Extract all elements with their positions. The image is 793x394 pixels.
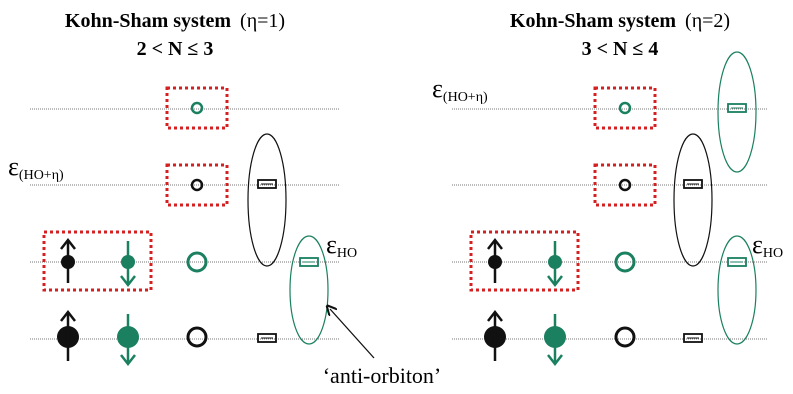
right-eps-ho-eta-label: ε(HO+η) xyxy=(432,74,488,105)
left-spin-up-large xyxy=(57,309,79,361)
left-panel: Kohn-Sham system (η=1) 2 < N ≤ 3 ε(HO+η) xyxy=(8,10,357,367)
right-title-bold: Kohn-Sham system xyxy=(510,10,676,32)
right-orbital-black-empty xyxy=(614,326,636,348)
left-spin-up-small xyxy=(60,237,76,283)
right-eps-ho-label: εHO xyxy=(752,230,783,261)
left-rect-green xyxy=(299,257,319,267)
right-spin-down-small xyxy=(547,241,563,288)
left-rect-level1 xyxy=(257,333,277,343)
left-title-eta: (η=1) xyxy=(240,10,285,32)
right-rect-green-bottom xyxy=(727,257,747,267)
left-range: 2 < N ≤ 3 xyxy=(137,38,214,60)
right-spin-up-small xyxy=(487,237,503,283)
right-rect-green-top xyxy=(727,103,747,113)
left-orbital-black-small xyxy=(190,178,204,192)
left-orbital-black-empty xyxy=(186,326,208,348)
right-green-ellipse-bottom xyxy=(717,235,757,345)
right-rect-level3 xyxy=(683,179,703,189)
left-red-box-top xyxy=(165,86,229,130)
left-orbital-green-empty xyxy=(186,251,208,273)
right-black-ellipse xyxy=(673,133,713,267)
left-green-ellipse xyxy=(289,235,329,345)
right-orbital-black-small xyxy=(618,178,632,192)
right-red-box-top xyxy=(593,86,657,130)
right-title: Kohn-Sham system (η=2) xyxy=(510,10,730,32)
right-orbital-green-empty xyxy=(614,251,636,273)
anti-orbiton-label: ‘anti-orbiton’ xyxy=(323,363,442,388)
left-orbital-green-small xyxy=(190,101,204,115)
right-panel: Kohn-Sham system (η=2) 3 < N ≤ 4 ε(HO+η) xyxy=(432,10,783,367)
left-title: Kohn-Sham system (η=1) xyxy=(65,10,285,32)
right-red-box-mid xyxy=(593,163,657,207)
right-spin-down-large xyxy=(544,314,566,367)
left-red-box-bottom xyxy=(42,230,153,292)
left-spin-down-small xyxy=(120,241,136,288)
right-green-ellipse-top xyxy=(717,51,757,173)
left-black-ellipse xyxy=(247,133,287,267)
left-spin-down-large xyxy=(117,314,139,367)
right-orbital-green-small xyxy=(618,101,632,115)
right-spin-up-large xyxy=(484,309,506,361)
right-title-eta: (η=2) xyxy=(685,10,730,32)
left-eps-ho-label: εHO xyxy=(326,230,357,261)
left-title-bold: Kohn-Sham system xyxy=(65,10,231,32)
left-red-box-mid xyxy=(165,163,229,207)
right-red-box-bottom xyxy=(469,230,580,292)
left-rect-level3 xyxy=(257,179,277,189)
left-eps-ho-eta-label: ε(HO+η) xyxy=(8,152,64,183)
right-rect-level1 xyxy=(683,333,703,343)
right-range: 3 < N ≤ 4 xyxy=(582,38,659,60)
anti-orbiton-arrow xyxy=(330,309,375,359)
